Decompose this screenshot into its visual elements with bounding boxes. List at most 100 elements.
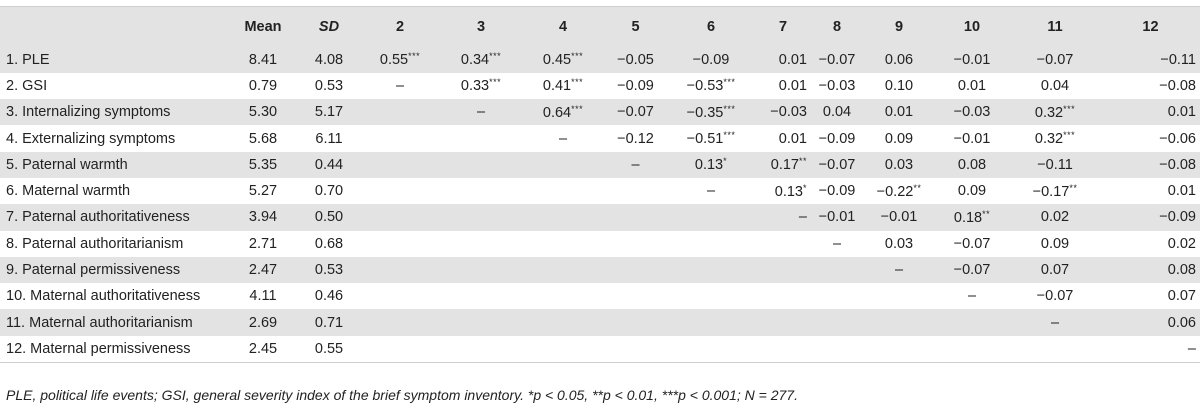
correlation-value: −0.05 xyxy=(617,51,654,68)
correlation-value: 0.09 xyxy=(957,183,987,200)
correlation-cell: 0.02 xyxy=(1009,204,1101,230)
significance-marker: *** xyxy=(723,130,736,141)
row-label: 5. Paternal warmth xyxy=(6,156,128,173)
correlation-cell xyxy=(360,257,440,283)
correlation-cell: 0.64*** xyxy=(522,99,604,125)
mean-cell: 2.45 xyxy=(248,340,278,357)
table-row: 11. Maternal authoritarianism 2.69 0.71 – 0.… xyxy=(0,309,1200,336)
correlation-cell: 0.55*** xyxy=(360,47,440,73)
correlation-cell xyxy=(360,99,440,125)
significance-marker: *** xyxy=(723,103,736,114)
table-row: 10. Maternal authoritativeness 4.11 0.46 – −… xyxy=(0,283,1200,310)
mean-cell: 2.69 xyxy=(248,314,278,331)
correlation-cell xyxy=(440,257,522,283)
correlation-value: – xyxy=(1050,314,1060,331)
correlation-cell xyxy=(440,178,522,204)
sd-cell: 0.70 xyxy=(314,183,344,200)
sd-cell: 0.53 xyxy=(314,262,344,279)
correlation-cell xyxy=(522,152,604,178)
correlation-cell: 0.32*** xyxy=(1009,99,1101,125)
correlation-cell xyxy=(811,257,863,283)
correlation-value: – xyxy=(1187,340,1196,357)
significance-marker: * xyxy=(802,182,807,193)
header-mean: Mean xyxy=(244,18,282,35)
correlation-cell: 0.13* xyxy=(755,178,811,204)
correlation-cell xyxy=(935,336,1009,362)
correlation-value: −0.06 xyxy=(1159,130,1196,147)
correlation-value: 0.08 xyxy=(957,156,987,173)
correlation-value: 0.32 xyxy=(1034,104,1064,121)
table-row: 1. PLE 8.41 4.08 0.55*** 0.34*** 0.45*** −0.05… xyxy=(0,46,1200,73)
correlation-cell: −0.53*** xyxy=(667,73,755,99)
row-label: 10. Maternal authoritativeness xyxy=(6,288,201,305)
sd-cell: 5.17 xyxy=(314,104,344,121)
correlation-value: 0.02 xyxy=(1040,209,1070,226)
correlation-cell xyxy=(522,309,604,335)
correlation-cell xyxy=(604,283,667,309)
correlation-cell xyxy=(811,283,863,309)
correlation-cell: – xyxy=(935,283,1009,309)
table-row: 6. Maternal warmth 5.27 0.70 – 0.13* −0.09 −0.… xyxy=(0,177,1200,205)
correlation-value: −0.03 xyxy=(953,104,991,121)
significance-marker: *** xyxy=(571,103,584,114)
correlation-cell xyxy=(522,204,604,230)
correlation-value: −0.35 xyxy=(686,104,724,121)
correlation-value: 0.45 xyxy=(542,52,572,69)
correlation-value: −0.03 xyxy=(818,77,856,94)
correlation-cell xyxy=(755,283,811,309)
correlation-cell: 0.07 xyxy=(1009,257,1101,283)
correlation-value: −0.07 xyxy=(617,104,654,121)
correlation-cell xyxy=(440,309,522,335)
correlation-cell xyxy=(360,283,440,309)
correlation-value: −0.07 xyxy=(953,262,991,279)
correlation-cell xyxy=(440,152,522,178)
correlation-cell: 0.17** xyxy=(755,152,811,178)
correlation-value: −0.01 xyxy=(953,130,991,147)
correlation-value: 0.01 xyxy=(778,77,807,94)
correlation-cell xyxy=(360,152,440,178)
correlation-value: 0.55 xyxy=(379,52,409,69)
mean-cell: 5.27 xyxy=(248,183,278,200)
correlation-cell: 0.10 xyxy=(863,73,935,99)
correlation-cell xyxy=(522,336,604,362)
correlation-cell xyxy=(755,336,811,362)
correlation-cell: 0.45*** xyxy=(522,47,604,73)
sd-cell: 0.44 xyxy=(314,156,344,173)
correlation-value: 0.13 xyxy=(774,183,803,200)
sd-cell: 4.08 xyxy=(314,51,344,68)
correlation-cell: −0.51*** xyxy=(667,125,755,151)
correlation-cell xyxy=(667,336,755,362)
correlation-cell xyxy=(440,231,522,257)
correlation-cell: −0.09 xyxy=(811,125,863,151)
correlation-value: 0.64 xyxy=(542,104,572,121)
correlation-cell: – xyxy=(604,152,667,178)
significance-marker: *** xyxy=(489,77,502,88)
row-label: 1. PLE xyxy=(6,51,50,68)
correlation-cell xyxy=(667,309,755,335)
correlation-value: 0.33 xyxy=(460,78,490,95)
correlation-cell xyxy=(667,231,755,257)
correlation-value: 0.04 xyxy=(1040,77,1070,94)
correlation-value: −0.09 xyxy=(617,77,654,94)
header-10: 10 xyxy=(963,18,981,35)
correlation-cell: 0.09 xyxy=(863,125,935,151)
correlation-cell: 0.03 xyxy=(863,231,935,257)
correlation-cell: −0.08 xyxy=(1101,152,1200,178)
correlation-cell: 0.01 xyxy=(1101,99,1200,125)
correlation-cell: 0.01 xyxy=(1101,178,1200,204)
correlation-value: 0.32 xyxy=(1034,131,1064,148)
table-row: 2. GSI 0.79 0.53–0.33*** 0.41*** −0.09 −0.53*… xyxy=(0,72,1200,100)
correlation-cell: −0.07 xyxy=(1009,283,1101,309)
header-9: 9 xyxy=(894,18,904,35)
correlation-cell xyxy=(604,336,667,362)
header-2: 2 xyxy=(395,18,405,35)
correlation-value: 0.41 xyxy=(542,78,572,95)
correlation-cell xyxy=(755,309,811,335)
correlation-cell: −0.07 xyxy=(1009,47,1101,73)
correlation-cell: −0.11 xyxy=(1101,47,1200,73)
sd-cell: 0.68 xyxy=(314,235,344,252)
correlation-cell xyxy=(360,125,440,151)
correlation-cell: −0.09 xyxy=(667,47,755,73)
table-footnote: PLE, political life events; GSI, general… xyxy=(6,387,798,403)
significance-marker: *** xyxy=(489,51,502,62)
